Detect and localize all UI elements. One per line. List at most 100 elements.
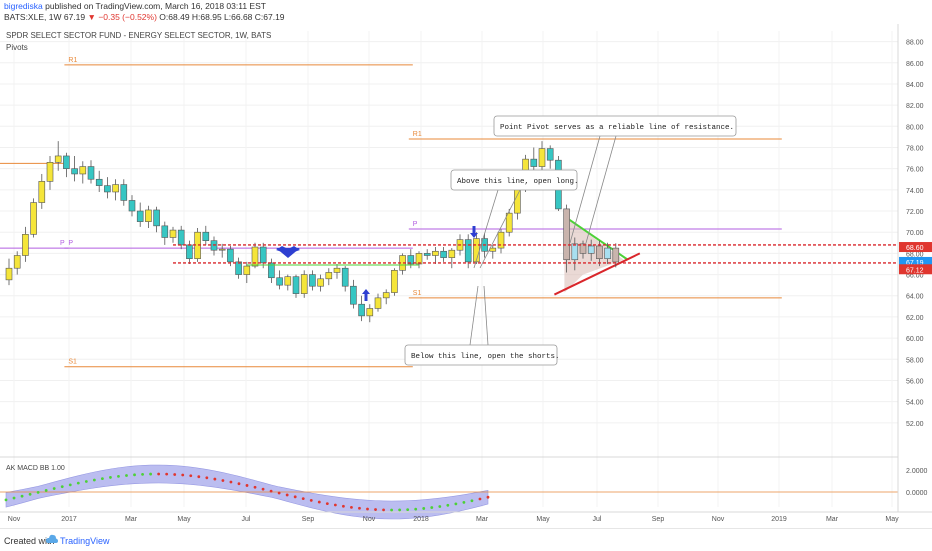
candle-body [464, 239, 472, 263]
candle-body [87, 166, 95, 180]
y-tick-label: 80.00 [906, 124, 924, 131]
tradingview-cloud-icon [46, 534, 58, 543]
macd-dot [261, 487, 265, 491]
macd-dot [60, 485, 64, 489]
macd-dot [4, 498, 8, 502]
candle-body [251, 246, 259, 267]
candle-body [407, 255, 415, 265]
macd-dot [109, 476, 112, 479]
callout-pointer [479, 189, 521, 269]
candle-body [333, 267, 341, 273]
x-tick-label: Mar [476, 516, 489, 523]
price-chart[interactable]: P R1 P S1 R1 P S1 Point Pivot serves as a reli… [0, 24, 932, 528]
candle-body [374, 297, 382, 309]
tradingview-brand[interactable]: TradingView [60, 536, 110, 546]
indicator-label: Pivots [6, 43, 28, 52]
candle-body [71, 168, 78, 175]
candle-body [227, 248, 234, 263]
y-tick-label: 62.00 [906, 315, 924, 322]
pivot-lines: P R1 P S1 R1 P S1 [0, 57, 782, 368]
symbol-name: BATS:XLE, 1W [4, 12, 62, 22]
macd-dot [76, 481, 80, 485]
macd-dot [141, 472, 144, 476]
macd-dot [422, 507, 426, 510]
macd-dot [317, 500, 321, 504]
y-tick-label: 70.00 [906, 230, 924, 237]
callout-pointer [585, 135, 617, 244]
callout-pointer [569, 135, 601, 244]
created-with: Created with [4, 536, 55, 546]
candle-body [579, 243, 587, 254]
candle-body [505, 212, 513, 233]
x-tick-label: Nov [712, 516, 725, 523]
y-tick-label: 74.00 [906, 188, 924, 195]
down-arrow-icon: ▼ [87, 12, 96, 22]
grid [0, 31, 898, 507]
price-tag-label: 67.19 [906, 260, 924, 267]
macd-dot [189, 474, 193, 478]
triangle-fill [564, 216, 624, 293]
callout-text: Above this line, open long. [457, 178, 579, 186]
symbol-line: BATS:XLE, 1W 67.19 ▼ −0.35 (−0.52%) O:68… [4, 12, 285, 22]
candle-body [38, 181, 46, 203]
x-tick-label: Nov [363, 516, 376, 523]
candle-body [538, 148, 546, 167]
candle-body [235, 261, 242, 275]
candle-body [186, 244, 193, 259]
candle-body [95, 178, 103, 186]
y-tick-label: 88.00 [906, 40, 924, 47]
macd-dot [390, 508, 393, 512]
last-price: 67.19 [63, 12, 86, 22]
y-tick-label: 72.00 [906, 209, 924, 216]
macd-dot [117, 474, 120, 478]
candle-body [489, 247, 497, 252]
candle-body [596, 245, 603, 259]
candle-body [268, 262, 275, 279]
y-tick-label: 84.00 [906, 82, 924, 89]
candle-body [325, 272, 333, 280]
x-tick-label: May [177, 516, 191, 523]
candle-body [432, 250, 439, 256]
macd-dot [157, 472, 161, 476]
macd-label: AK MACD BB 1.00 [6, 465, 65, 472]
candle-body [128, 200, 136, 212]
x-tick-label: 2019 [771, 516, 787, 523]
macd-dot [12, 496, 16, 500]
price-change: −0.35 (−0.52%) [98, 12, 157, 22]
candle-body [46, 162, 54, 182]
callout-pointer [473, 189, 499, 269]
macd-dot [478, 497, 482, 501]
price-tag [899, 242, 932, 253]
macd-dot [52, 487, 56, 490]
author-name[interactable]: bigrediska [4, 1, 43, 11]
macd-dot [253, 485, 257, 489]
macd-dot [438, 505, 442, 508]
macd-dot [309, 499, 313, 502]
ohlc-values: O:68.49 H:68.95 L:66.68 C:67.19 [159, 12, 285, 22]
macd-dot [366, 507, 369, 511]
candle-body [259, 246, 267, 264]
callout-pointer [469, 285, 479, 346]
candle-body [358, 303, 365, 317]
callout-short: Below this line, open the shorts. [404, 285, 560, 366]
y-tick-label: 52.00 [906, 421, 924, 428]
y-tick-label: 64.00 [906, 294, 924, 301]
y-tick-label: 60.00 [906, 336, 924, 343]
pivot-s1-label: S1 [68, 359, 77, 366]
macd-dot [221, 479, 225, 482]
candle-body [546, 148, 554, 161]
macd-dot [44, 489, 48, 492]
time-axis[interactable]: Nov 2017 Mar May Jul Sep Nov 2018 Mar May Jul Sep No… [0, 511, 932, 523]
candle-body [309, 274, 316, 287]
candle-body [530, 158, 538, 167]
macd-dot [277, 491, 281, 495]
macd-dot [454, 502, 458, 506]
price-axis[interactable]: 52.00 54.00 56.00 58.00 60.00 62.00 64.00 66.00… [897, 24, 932, 512]
candle-body [284, 276, 292, 286]
macd-dot [101, 477, 104, 481]
candle-body [350, 285, 357, 305]
candle-body [54, 155, 62, 163]
candle-body [440, 250, 447, 258]
chart-title: SPDR SELECT SECTOR FUND - ENERGY SELECT … [6, 31, 271, 40]
x-tick-label: Mar [125, 516, 138, 523]
